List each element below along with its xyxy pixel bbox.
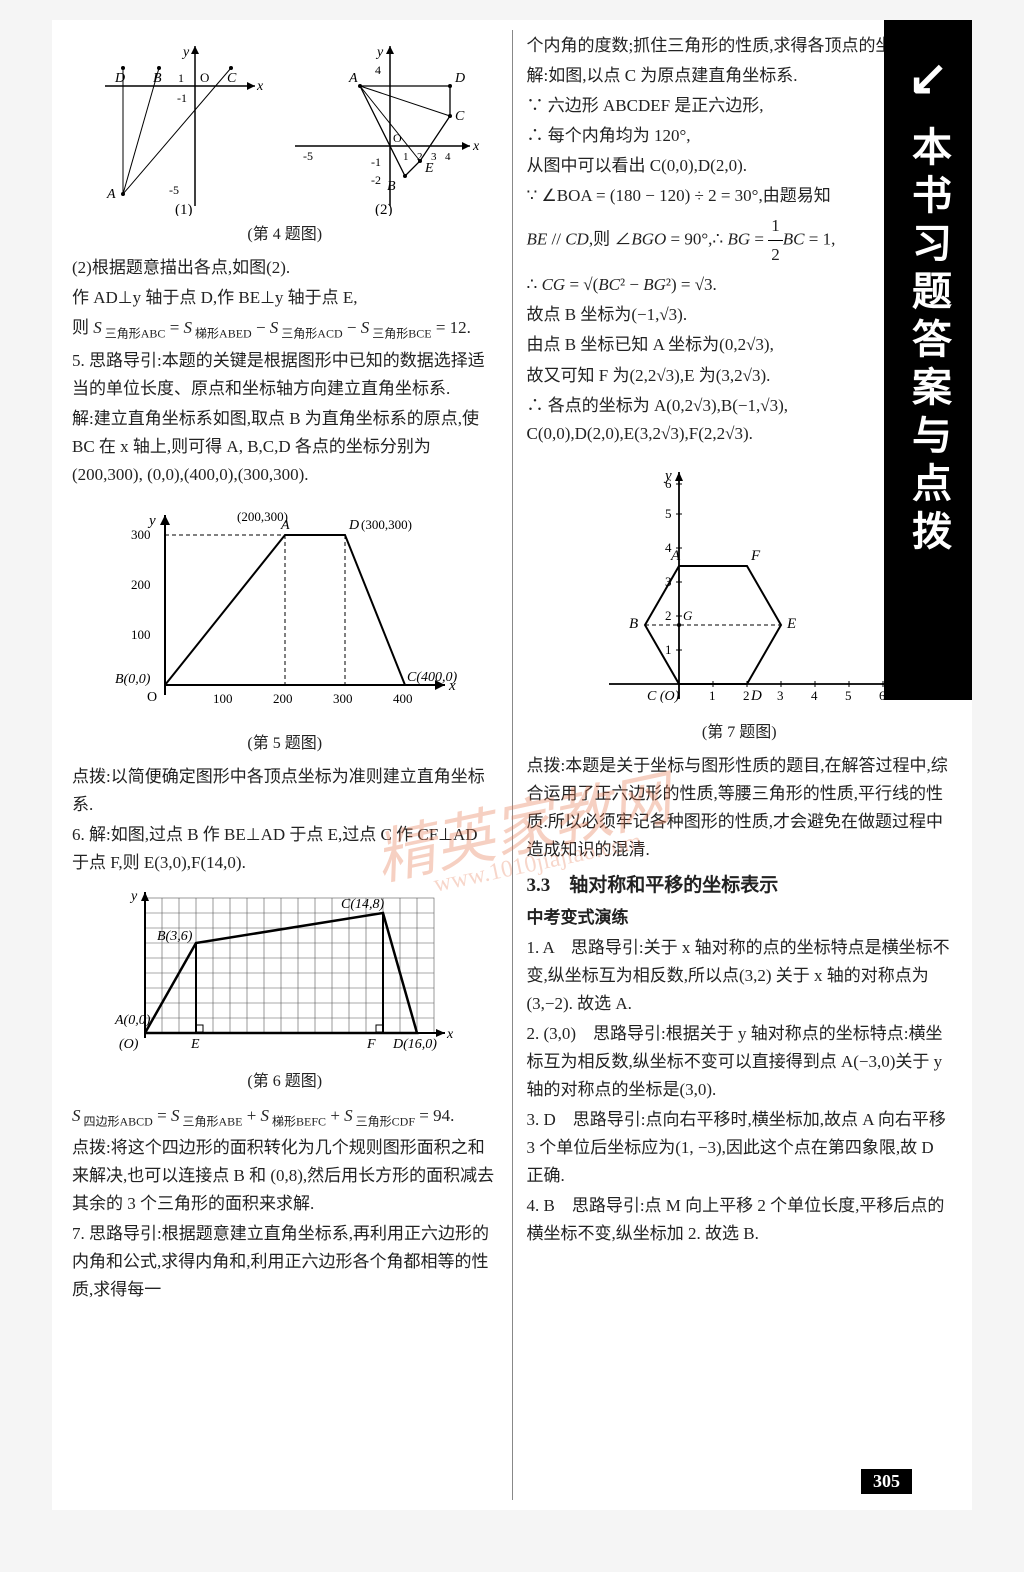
svg-text:5: 5 [665, 506, 672, 521]
svg-text:E: E [190, 1037, 200, 1052]
svg-text:3: 3 [777, 688, 784, 703]
svg-text:E: E [424, 161, 434, 176]
svg-text:B(3,6): B(3,6) [157, 929, 193, 944]
sidebar: ↙ 本书习题答案与点拨 [884, 20, 972, 700]
svg-text:x: x [256, 79, 264, 94]
svg-text:C(14,8): C(14,8) [341, 897, 385, 912]
svg-text:y: y [375, 45, 384, 60]
svg-text:-1: -1 [371, 155, 381, 169]
fig4-caption: (第 4 题图) [72, 222, 498, 248]
svg-text:x: x [446, 1027, 454, 1042]
svg-text:100: 100 [131, 627, 151, 642]
q5-dianbo: 点拨:以简便确定图形中各顶点坐标为准则建立直角坐标系. [72, 763, 498, 819]
svg-text:200: 200 [131, 577, 151, 592]
p4-3: 作 AD⊥y 轴于点 D,作 BE⊥y 轴于点 E, [72, 284, 498, 312]
svg-text:1: 1 [665, 642, 672, 657]
arrow-icon: ↙ [908, 50, 948, 106]
svg-text:F: F [750, 548, 761, 564]
svg-text:200: 200 [273, 691, 293, 706]
svg-text:y: y [181, 45, 190, 60]
column-divider [512, 30, 513, 1500]
svg-text:1: 1 [709, 688, 716, 703]
fig4-svg: x y O 1 -1 -5 D B C A [85, 36, 485, 216]
svg-text:2: 2 [743, 688, 750, 703]
svg-text:y: y [129, 889, 138, 904]
p4-4: 则 S 三角形ABC = S 梯形ABED − S 三角形ACD − S 三角形… [72, 314, 498, 344]
q7-lead: 7. 思路导引:根据题意建立直角坐标系,再利用正六边形的内角和公式,求得内角和,… [72, 1220, 498, 1304]
svg-text:400: 400 [393, 691, 413, 706]
svg-text:100: 100 [213, 691, 233, 706]
svg-text:A: A [348, 71, 358, 86]
p4-2: (2)根据题意描出各点,如图(2). [72, 254, 498, 282]
svg-text:C (O): C (O) [647, 689, 680, 704]
fig6-caption: (第 6 题图) [72, 1069, 498, 1095]
section-3-3-title: 3.3 轴对称和平移的坐标表示 [526, 870, 952, 901]
svg-text:4: 4 [811, 688, 818, 703]
svg-text:B: B [387, 179, 396, 194]
q5-sol1: 解:建立直角坐标系如图,取点 B 为直角坐标系的原点,使 BC 在 x 轴上,则… [72, 405, 498, 489]
svg-text:D(16,0): D(16,0) [392, 1037, 437, 1052]
svg-text:F: F [366, 1037, 376, 1052]
q6-dianbo: 点拨:将这个四边形的面积转化为几个规则图形面积之和来解决,也可以连接点 B 和 … [72, 1134, 498, 1218]
svg-text:(O): (O) [119, 1037, 139, 1052]
svg-text:1: 1 [403, 151, 409, 163]
svg-text:O: O [147, 690, 157, 705]
svg-text:-5: -5 [169, 183, 179, 197]
svg-text:(300,300): (300,300) [361, 517, 412, 532]
svg-text:D: D [348, 518, 359, 533]
fig5-caption: (第 5 题图) [72, 731, 498, 757]
ans-4: 4. B 思路导引:点 M 向上平移 2 个单位长度,平移后点的横坐标不变,纵坐… [526, 1192, 952, 1248]
svg-text:O: O [200, 70, 209, 85]
svg-text:A: A [670, 548, 681, 564]
page-content: x y O 1 -1 -5 D B C A [52, 20, 972, 1510]
fig6-svg: x y B(3,6) C(14,8) A(0,0) (O) E F [105, 883, 465, 1063]
q6-formula: S 四边形ABCD = S 三角形ABE + S 梯形BEFC + S 三角形C… [72, 1102, 498, 1132]
svg-text:-5: -5 [303, 149, 313, 163]
svg-text:1: 1 [178, 71, 184, 85]
svg-text:A: A [106, 187, 116, 202]
svg-text:-2: -2 [371, 173, 381, 187]
svg-text:(200,300): (200,300) [237, 509, 288, 524]
svg-text:B: B [629, 616, 638, 632]
ans-1: 1. A 思路导引:关于 x 轴对称的点的坐标特点是横坐标不变,纵坐标互为相反数… [526, 934, 952, 1018]
section-3-3-sub: 中考变式演练 [526, 904, 952, 932]
fig4-sub2: (2) [375, 202, 393, 216]
svg-text:G: G [683, 608, 693, 623]
ans-2: 2. (3,0) 思路导引:根据关于 y 轴对称点的坐标特点:横坐标互为相反数,… [526, 1020, 952, 1104]
svg-text:300: 300 [131, 527, 151, 542]
figure-4: x y O 1 -1 -5 D B C A [72, 36, 498, 248]
svg-text:E: E [786, 616, 796, 632]
figure-6: x y B(3,6) C(14,8) A(0,0) (O) E F [72, 883, 498, 1095]
q5-lead: 5. 思路导引:本题的关键是根据图形中已知的数据选择适当的单位长度、原点和坐标轴… [72, 347, 498, 403]
figure-5: x y O 100 200 300 400 100 200 300 [72, 495, 498, 757]
svg-text:4: 4 [375, 63, 381, 77]
page-number: 305 [861, 1469, 912, 1494]
svg-text:A(0,0): A(0,0) [114, 1013, 151, 1028]
svg-text:x: x [472, 139, 480, 154]
svg-text:2: 2 [665, 608, 672, 623]
svg-text:D: D [750, 688, 762, 704]
fig4-sub1: (1) [175, 202, 193, 216]
ans-3: 3. D 思路导引:点向右平移时,横坐标加,故点 A 向右平移 3 个单位后坐标… [526, 1106, 952, 1190]
svg-text:B(0,0): B(0,0) [115, 672, 151, 687]
svg-text:300: 300 [333, 691, 353, 706]
fig7-svg: x y 123 456 123 456 [559, 454, 919, 714]
svg-text:C: C [455, 109, 465, 124]
svg-text:C(400,0): C(400,0) [407, 670, 458, 685]
sidebar-title: 本书习题答案与点拨 [899, 126, 957, 558]
svg-text:5: 5 [845, 688, 852, 703]
q6-sol: 6. 解:如图,过点 B 作 BE⊥AD 于点 E,过点 C 作 CF⊥AD 于… [72, 821, 498, 877]
svg-text:4: 4 [445, 151, 451, 163]
svg-text:C: C [227, 71, 237, 86]
svg-text:-1: -1 [177, 91, 187, 105]
svg-text:6: 6 [665, 476, 672, 491]
fig5-svg: x y O 100 200 300 400 100 200 300 [105, 495, 465, 725]
fig7-caption: (第 7 题图) [526, 720, 952, 746]
svg-text:D: D [454, 71, 465, 86]
left-column: x y O 1 -1 -5 D B C A [72, 30, 508, 1500]
q7-dianbo: 点拨:本题是关于坐标与图形性质的题目,在解答过程中,综合运用了正六边形的性质,等… [526, 752, 952, 864]
